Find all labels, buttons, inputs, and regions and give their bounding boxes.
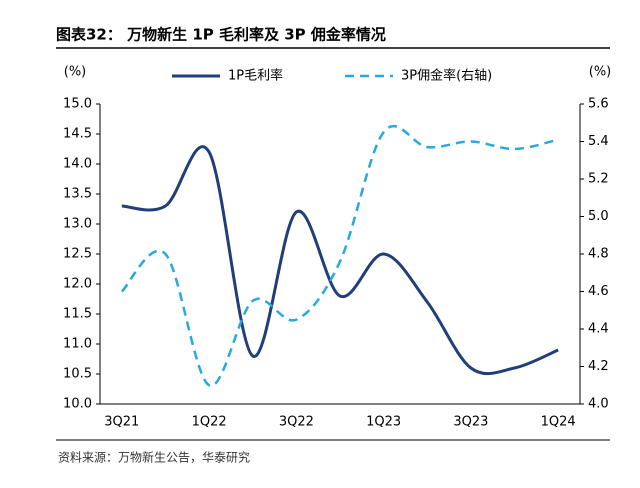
y2-tick-label: 5.4 bbox=[588, 134, 609, 149]
y2-tick-label: 4.0 bbox=[588, 397, 609, 412]
x-tick-label: 3Q21 bbox=[104, 415, 139, 430]
y-tick-label: 10.0 bbox=[63, 397, 92, 412]
x-tick-label: 1Q22 bbox=[192, 415, 227, 430]
source-note: 资料来源：万物新生公告，华泰研究 bbox=[58, 450, 250, 465]
series-line bbox=[121, 145, 559, 376]
series-line bbox=[120, 124, 559, 387]
legend-label: 3P佣金率(右轴) bbox=[401, 68, 492, 84]
y2-tick-label: 4.2 bbox=[588, 359, 609, 374]
y-tick-label: 12.0 bbox=[63, 277, 92, 292]
chart-title: 图表32： 万物新生 1P 毛利率及 3P 佣金率情况 bbox=[56, 26, 386, 44]
x-tick-label: 3Q23 bbox=[453, 415, 488, 430]
y-tick-label: 11.5 bbox=[63, 307, 92, 322]
y-tick-label: 12.5 bbox=[63, 247, 92, 262]
y-tick-label: 13.0 bbox=[63, 217, 92, 232]
y-tick-label: 10.5 bbox=[63, 367, 92, 382]
y-tick-label: 14.5 bbox=[63, 127, 92, 142]
y2-tick-label: 4.8 bbox=[588, 247, 609, 262]
x-tick-label: 1Q23 bbox=[366, 415, 401, 430]
x-tick-label: 3Q22 bbox=[279, 415, 314, 430]
y2-tick-label: 5.0 bbox=[588, 209, 609, 224]
y-tick-label: 11.0 bbox=[63, 337, 92, 352]
x-tick-label: 1Q24 bbox=[541, 415, 576, 430]
y2-tick-label: 5.6 bbox=[588, 97, 609, 112]
y-tick-label: 13.5 bbox=[63, 187, 92, 202]
y2-tick-label: 5.2 bbox=[588, 172, 609, 187]
y2-tick-label: 4.4 bbox=[588, 322, 609, 337]
legend-label: 1P毛利率 bbox=[228, 68, 283, 84]
y-axis-unit: (%) bbox=[64, 65, 87, 80]
y-tick-label: 14.0 bbox=[63, 157, 92, 172]
y2-tick-label: 4.6 bbox=[588, 284, 609, 299]
y2-axis-unit: (%) bbox=[589, 65, 612, 80]
y-tick-label: 15.0 bbox=[63, 97, 92, 112]
